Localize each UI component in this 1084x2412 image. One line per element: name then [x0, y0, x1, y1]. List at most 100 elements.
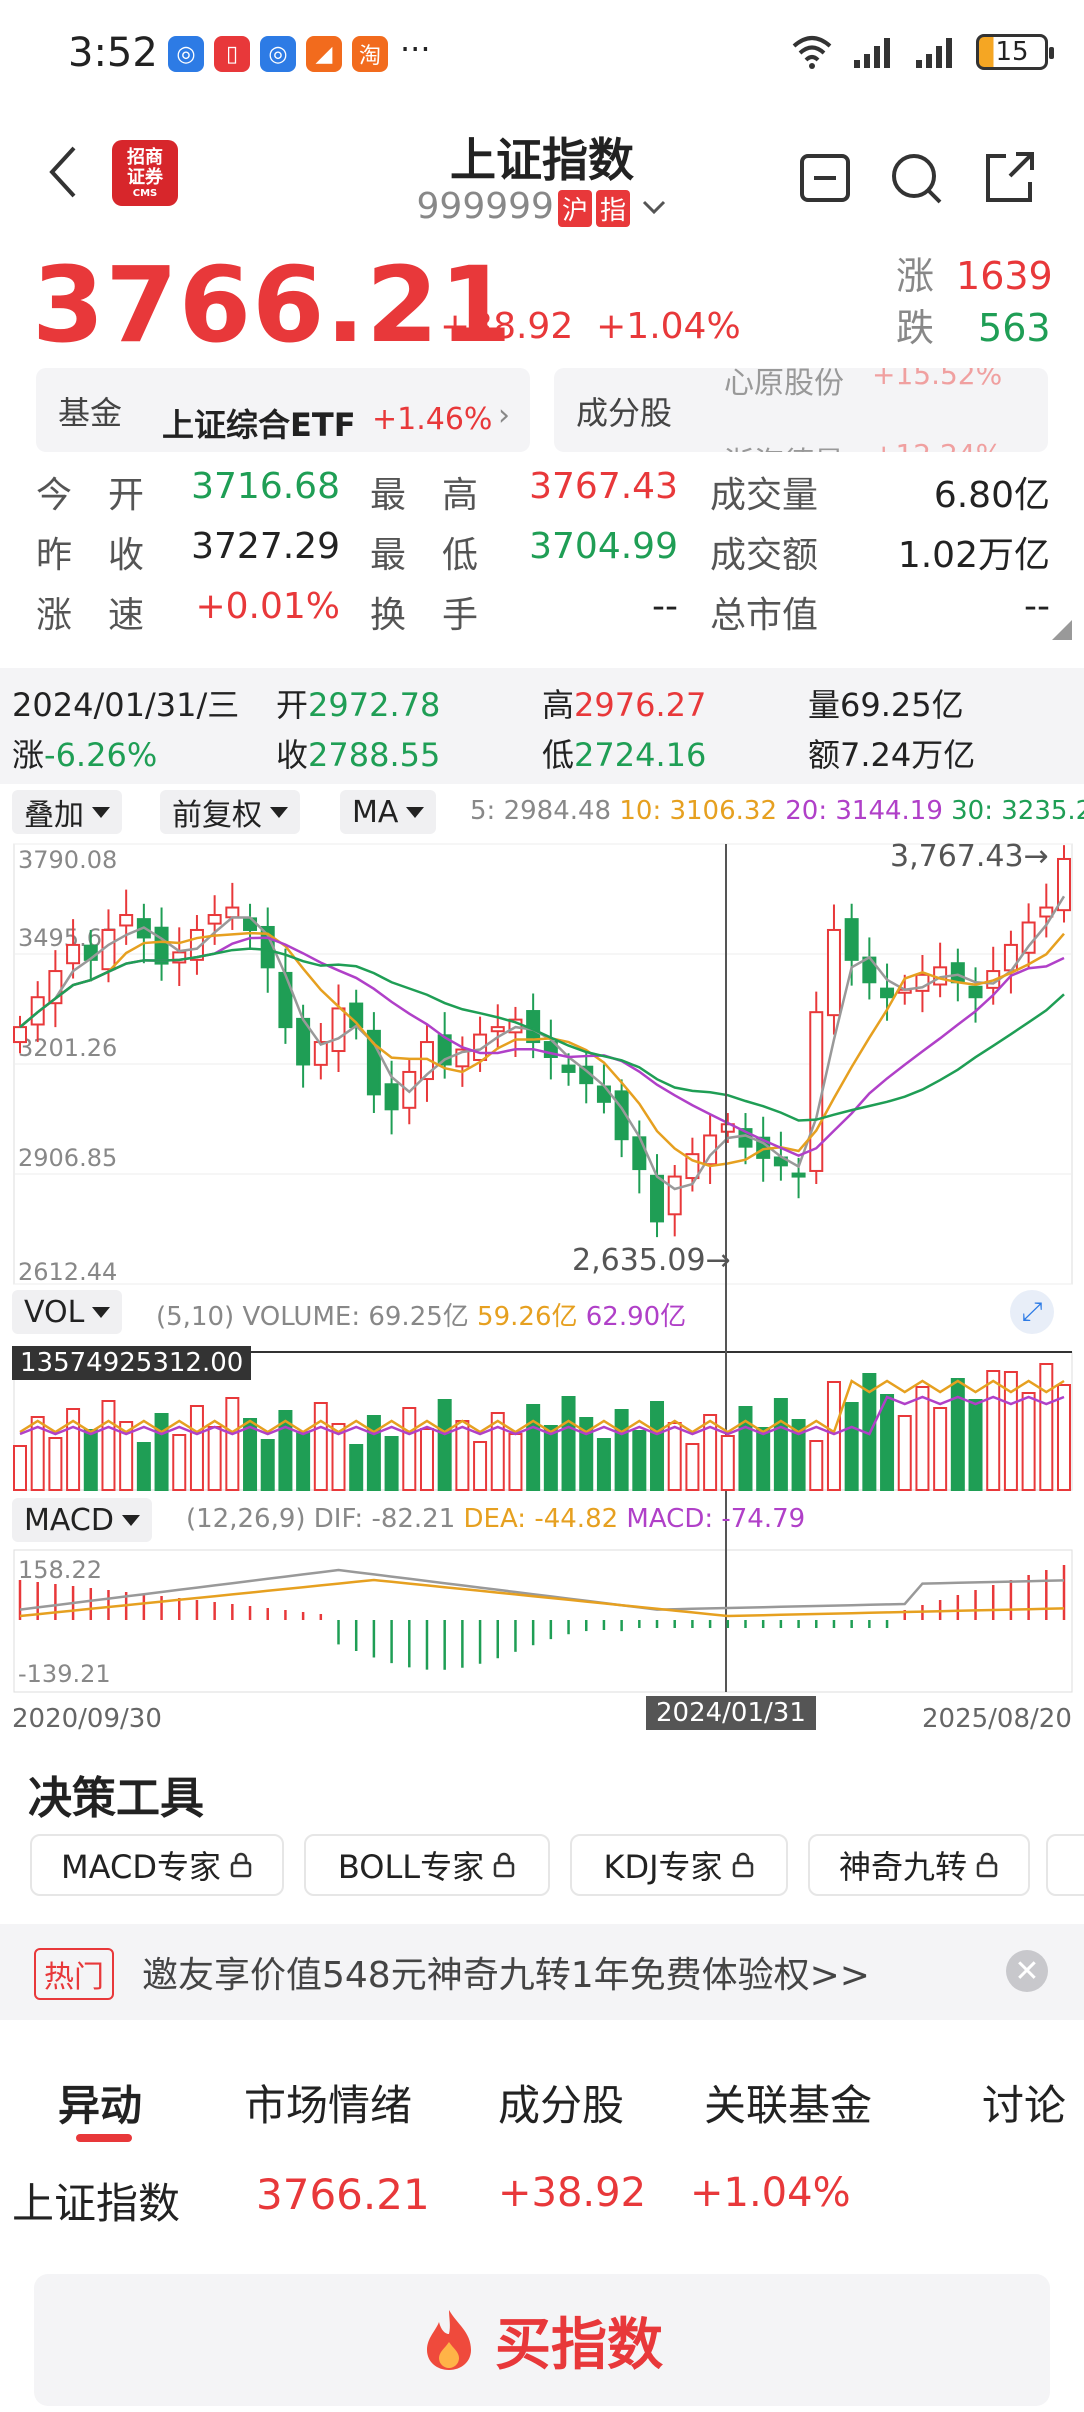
volume-bar — [313, 1402, 328, 1491]
kline-info-panel: 2024/01/31/三 开2972.78 高2976.27 量69.25亿 涨… — [0, 668, 1084, 784]
volume-bar — [349, 1444, 364, 1491]
macd-bottom-label: -139.21 — [18, 1660, 111, 1688]
battery-icon: 15 — [976, 34, 1054, 70]
ma-line — [19, 931, 1065, 1168]
candle-body — [1057, 857, 1071, 912]
expert-tool-button[interactable] — [1046, 1834, 1084, 1896]
expert-tool-button[interactable]: MACD专家 — [30, 1834, 284, 1896]
stat-label: 昨 收 — [36, 535, 145, 576]
tab-sentiment[interactable]: 市场情绪 — [244, 2081, 413, 2130]
stat-value: -- — [652, 586, 678, 627]
volume-bar — [490, 1412, 505, 1491]
index-summary-row[interactable]: 上证指数 3766.21 +38.92 +1.04% — [12, 2170, 851, 2228]
macd-dropdown[interactable]: MACD — [12, 1498, 152, 1542]
volume-bar — [296, 1431, 311, 1491]
status-right: 15 — [790, 34, 1054, 70]
lock-icon — [230, 1852, 252, 1878]
banner-text: 邀友享价值548元神奇九转1年免费体验权>> — [142, 1955, 870, 1996]
stat-label: 最 低 — [370, 535, 479, 576]
tab-discussion[interactable]: 讨论 — [982, 2081, 1067, 2130]
volume-ma-line — [19, 1379, 1065, 1434]
volume-bar — [189, 1405, 204, 1491]
volume-bar — [809, 1440, 824, 1491]
x-axis-cursor: 2024/01/31 — [646, 1696, 816, 1730]
back-icon[interactable] — [44, 142, 84, 202]
candle-body — [561, 1064, 576, 1073]
vol-dropdown[interactable]: VOL — [12, 1290, 123, 1334]
related-fund-card[interactable]: 基金 上证综合ETF +1.46% › — [36, 368, 530, 452]
candle-body — [66, 943, 81, 965]
search-icon[interactable] — [888, 150, 944, 206]
candle-body — [1039, 906, 1054, 918]
stat-value: +0.01% — [195, 586, 340, 627]
stat-label: 总市值 — [710, 595, 819, 636]
volume-bar — [720, 1435, 735, 1491]
caret-down-icon — [92, 1306, 111, 1318]
candle-body — [278, 971, 293, 1029]
expert-tool-button[interactable]: KDJ专家 — [570, 1834, 788, 1896]
caret-down-icon — [406, 806, 425, 818]
candle-body — [596, 1085, 611, 1103]
app-icon: ◎ — [260, 36, 296, 72]
volume-bar — [897, 1415, 912, 1491]
expert-tool-button[interactable]: BOLL专家 — [304, 1834, 550, 1896]
candle-body — [384, 1083, 399, 1111]
indicator-dropdown[interactable]: MA — [340, 790, 437, 834]
macd-frame — [13, 1549, 1073, 1693]
overlay-dropdown[interactable]: 叠加 — [12, 790, 122, 834]
close-icon[interactable]: ✕ — [1006, 1950, 1048, 1992]
tab-movement[interactable]: 异动 — [58, 2081, 143, 2130]
caret-down-icon — [270, 806, 288, 818]
price-change: +38.92 +1.04% — [440, 306, 741, 347]
flame-icon — [427, 2310, 471, 2370]
status-time: 3:52 — [68, 30, 158, 76]
lock-icon — [493, 1852, 515, 1878]
stat-value: 3767.43 — [529, 466, 678, 507]
app-icon: ▯ — [214, 36, 250, 72]
volume-bar — [419, 1428, 434, 1491]
broker-logo: 招商 证券 CMS — [112, 140, 178, 206]
volume-bar — [526, 1404, 541, 1491]
buy-index-button[interactable]: 买指数 — [34, 2274, 1050, 2406]
adjust-dropdown[interactable]: 前复权 — [160, 790, 300, 834]
volume-bar — [650, 1401, 665, 1491]
volume-bar — [508, 1433, 523, 1491]
chevron-right-icon: › — [498, 398, 510, 433]
expand-corner-icon[interactable] — [1052, 620, 1072, 640]
share-icon[interactable] — [980, 150, 1036, 206]
candle-body — [331, 1007, 346, 1053]
volume-bar — [366, 1415, 381, 1491]
expand-icon[interactable]: ⤢ — [1010, 1290, 1054, 1334]
y-axis-label: 2612.44 — [18, 1258, 117, 1286]
candle-body — [207, 914, 222, 925]
tab-components[interactable]: 成分股 — [498, 2081, 625, 2130]
notification-icons: ◎ ▯ ◎ ◢ 淘 — [168, 36, 388, 76]
candle-body — [844, 918, 859, 961]
candle-body — [950, 962, 965, 984]
stat-value: 1.02万亿 — [897, 535, 1050, 576]
component-stocks-card[interactable]: 成分股 心原股份 +15.52% 浙海德曼 +12.24% — [554, 368, 1048, 452]
expert-tool-button[interactable]: 神奇九转 — [808, 1834, 1030, 1896]
volume-bar — [225, 1397, 240, 1491]
y-axis-label: 3201.26 — [18, 1034, 117, 1062]
caret-down-icon — [92, 806, 110, 818]
volume-bar — [278, 1410, 293, 1491]
more-notifications-icon: ··· — [400, 30, 431, 68]
promo-banner[interactable]: 热门 邀友享价值548元神奇九转1年免费体验权>> ✕ — [0, 1924, 1084, 2020]
volume-bar — [596, 1438, 611, 1491]
stock-code-selector[interactable]: 999999 沪指 — [0, 186, 1084, 227]
volume-bar — [384, 1436, 399, 1491]
stat-label: 成交额 — [710, 535, 819, 576]
tab-related-funds[interactable]: 关联基金 — [704, 2081, 873, 2130]
app-icon: 淘 — [352, 36, 388, 72]
stat-value: 6.80亿 — [933, 475, 1050, 516]
watchlist-remove-icon[interactable] — [798, 150, 854, 206]
volume-bar — [915, 1386, 930, 1491]
decision-tools-title: 决策工具 — [28, 1773, 204, 1824]
kline-chart[interactable]: 3790.083495.673201.262906.852612.443,767… — [0, 840, 1084, 1730]
candle-body — [225, 906, 240, 919]
candle-body — [402, 1070, 417, 1109]
app-icon: ◎ — [168, 36, 204, 72]
volume-bar — [685, 1443, 700, 1491]
volume-bar — [172, 1434, 187, 1491]
